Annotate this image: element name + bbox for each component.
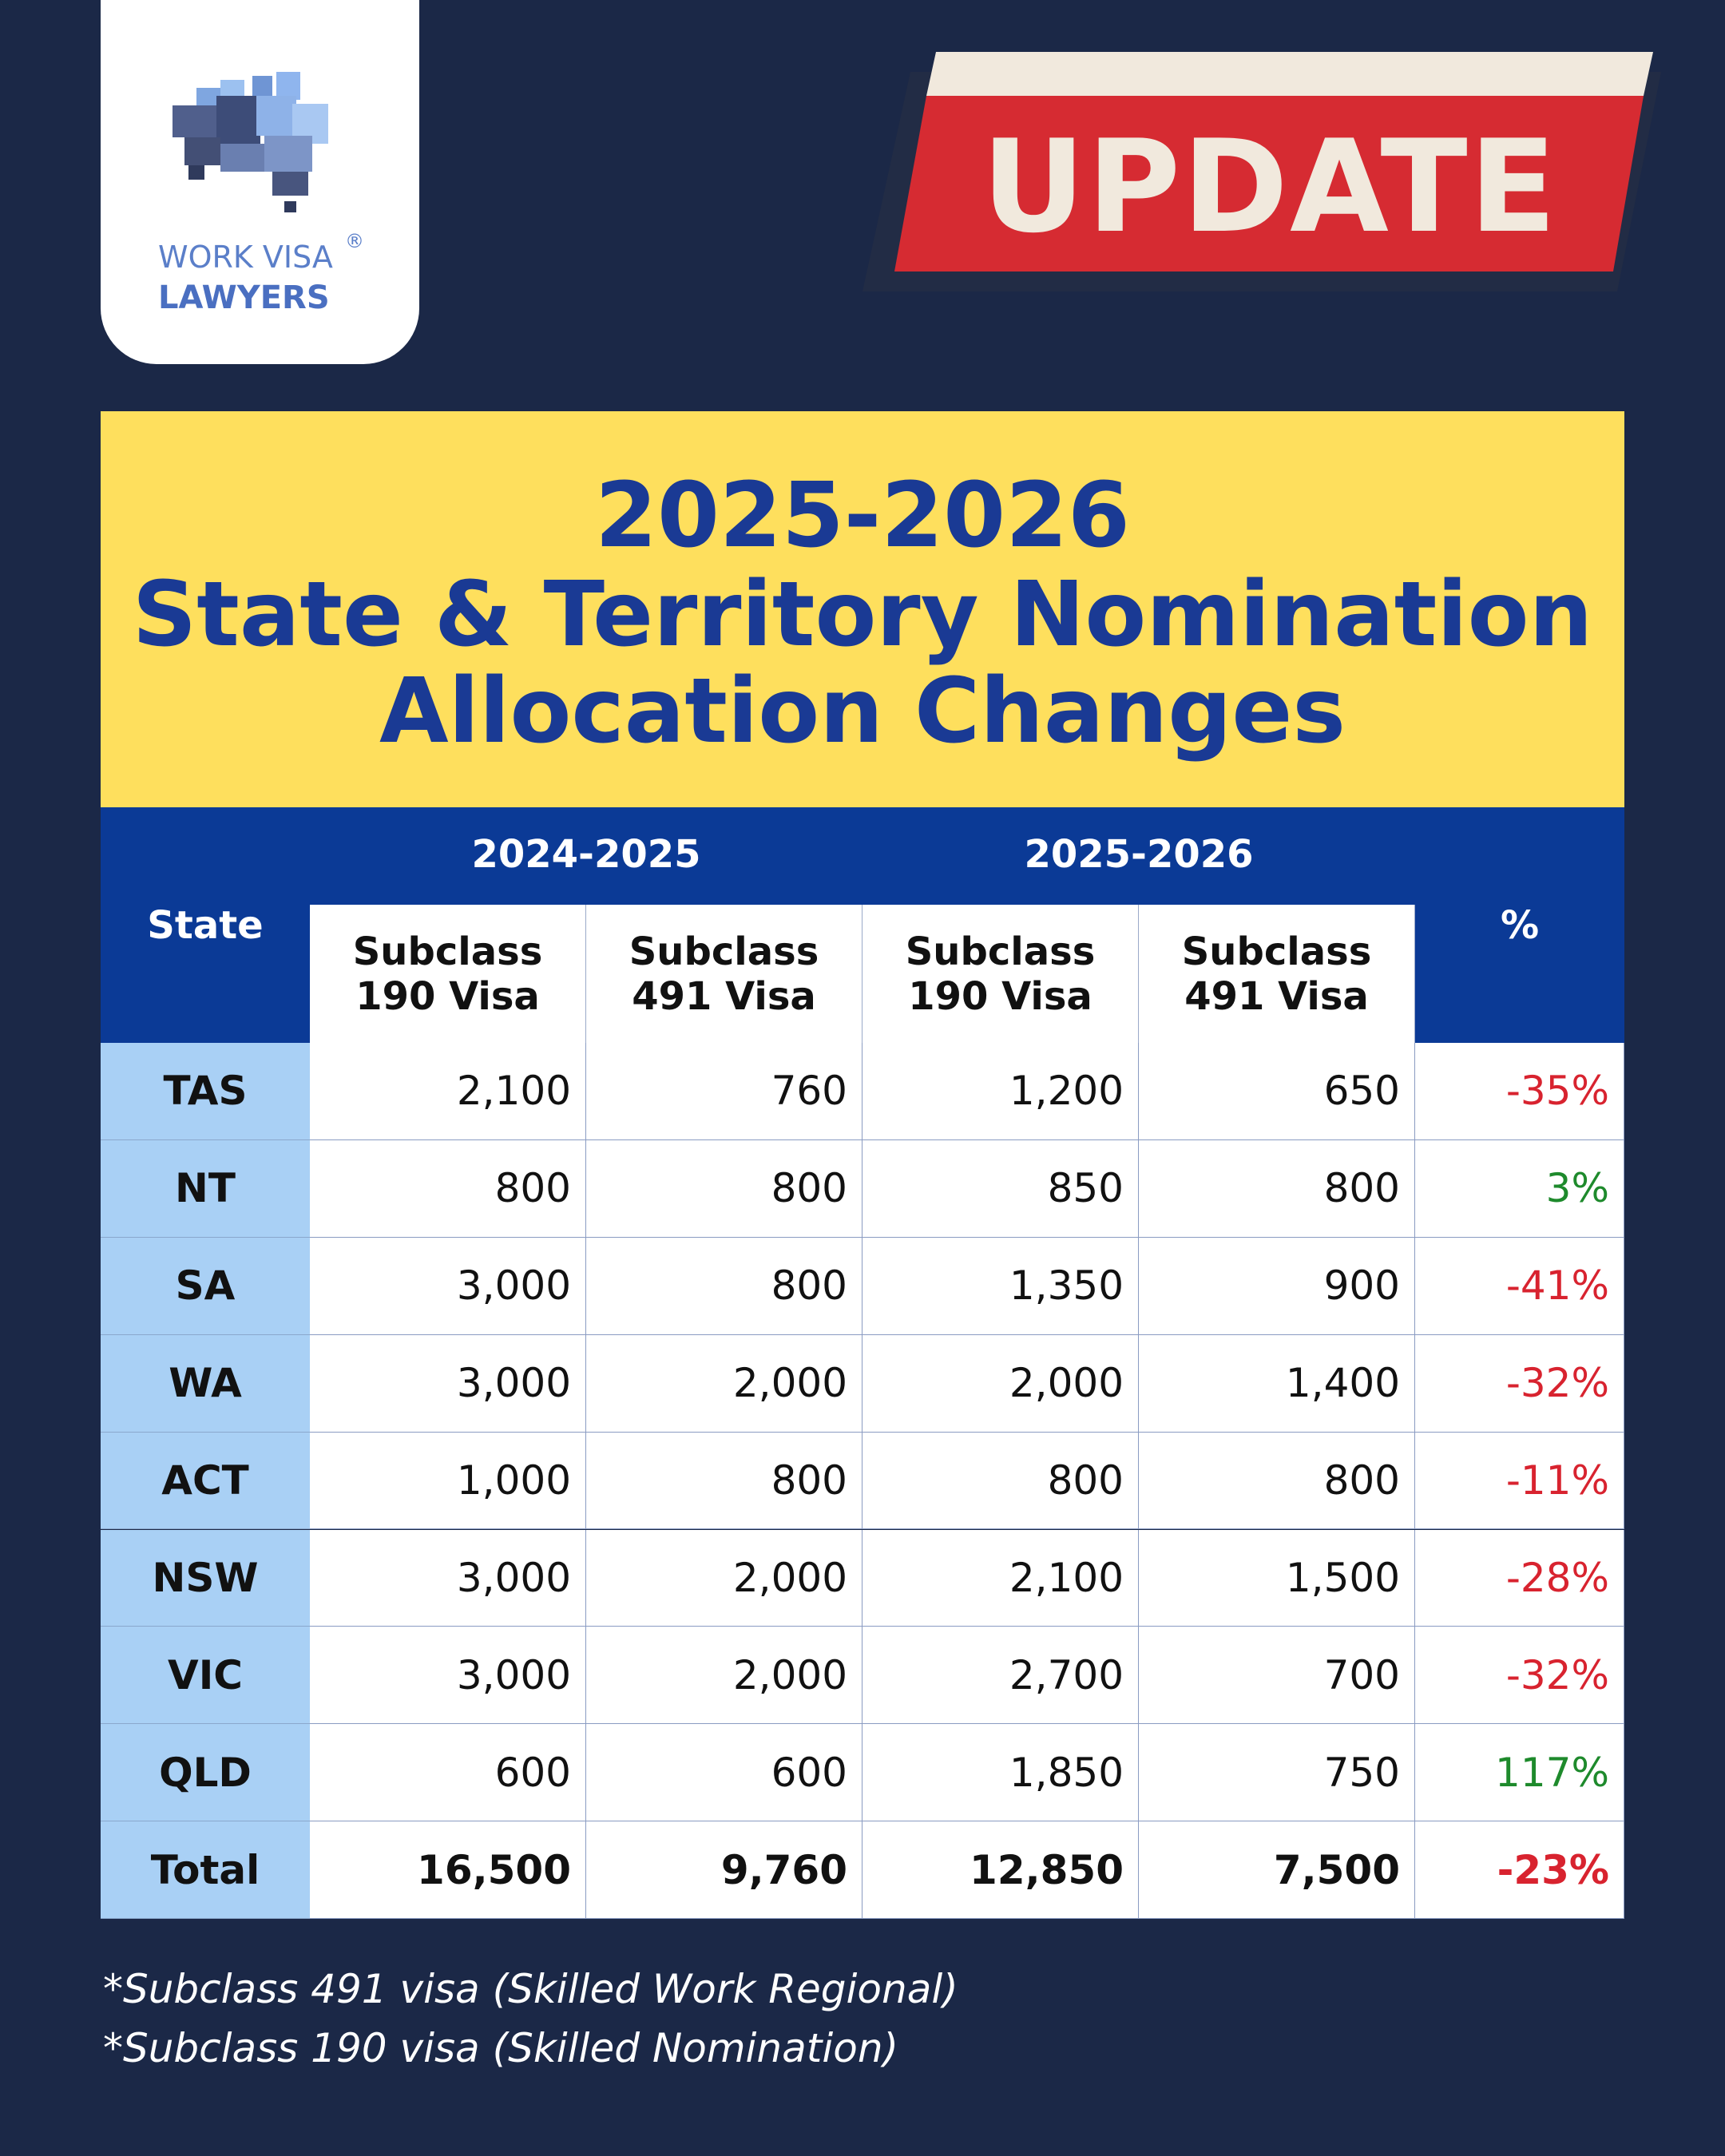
- header-column: Subclass 190 Visa: [862, 905, 1139, 1043]
- value-cell: 1,350: [862, 1237, 1139, 1335]
- header-pct: %: [1500, 902, 1540, 948]
- value-cell: 600: [310, 1724, 586, 1822]
- value-cell: 900: [1139, 1237, 1415, 1335]
- value-cell: 750: [1139, 1724, 1415, 1822]
- header-column: Subclass 491 Visa: [1139, 905, 1415, 1043]
- value-cell: 12,850: [862, 1821, 1139, 1920]
- title: 2025-2026: [595, 464, 1130, 568]
- value-cell: 7,500: [1139, 1821, 1415, 1920]
- value-cell: 2,000: [862, 1334, 1139, 1433]
- title: Allocation Changes: [379, 660, 1346, 763]
- value-cell: 3,000: [310, 1529, 586, 1627]
- header-column: Subclass 491 Visa: [586, 905, 862, 1043]
- logo-card: [101, 0, 419, 364]
- value-cell: 16,500: [310, 1821, 586, 1920]
- value-cell: 800: [862, 1432, 1139, 1530]
- badge-text: UPDATE: [981, 112, 1558, 261]
- pct-cell: -41%: [1415, 1237, 1624, 1335]
- value-cell: 3,000: [310, 1334, 586, 1433]
- logo-text: WORK VISA: [158, 240, 333, 275]
- value-cell: 1,850: [862, 1724, 1139, 1822]
- header-group: 2024-2025: [471, 832, 701, 877]
- header-state: State: [147, 902, 264, 948]
- pct-cell: -23%: [1415, 1821, 1624, 1920]
- value-cell: 800: [586, 1237, 862, 1335]
- value-cell: 850: [862, 1139, 1139, 1238]
- value-cell: 1,500: [1139, 1529, 1415, 1627]
- value-cell: 2,100: [862, 1529, 1139, 1627]
- pct-cell: -32%: [1415, 1627, 1624, 1725]
- value-cell: 600: [586, 1724, 862, 1822]
- value-cell: 1,000: [310, 1432, 586, 1530]
- header-line: Subclass: [352, 929, 543, 974]
- state-cell: WA: [101, 1334, 310, 1433]
- header-line: 190 Visa: [355, 973, 540, 1019]
- value-cell: 2,000: [586, 1529, 862, 1627]
- pct-cell: -11%: [1415, 1432, 1624, 1530]
- state-cell: NSW: [101, 1529, 310, 1627]
- header-column: Subclass 190 Visa: [310, 905, 586, 1043]
- footnote: *Subclass 190 visa (Skilled Nomination): [103, 2025, 899, 2071]
- value-cell: 1,400: [1139, 1334, 1415, 1433]
- header-line: 190 Visa: [908, 973, 1092, 1019]
- value-cell: 800: [586, 1432, 862, 1530]
- value-cell: 650: [1139, 1043, 1415, 1140]
- state-cell: VIC: [101, 1627, 310, 1725]
- title: State & Territory Nomination: [132, 563, 1593, 667]
- badge: [862, 52, 1661, 291]
- logo-text: LAWYERS: [158, 279, 330, 316]
- value-cell: 3,000: [310, 1237, 586, 1335]
- value-cell: 2,000: [586, 1627, 862, 1725]
- state-cell: SA: [101, 1237, 310, 1335]
- header-line: 491 Visa: [632, 973, 816, 1019]
- value-cell: 2,700: [862, 1627, 1139, 1725]
- value-cell: 1,200: [862, 1043, 1139, 1140]
- value-cell: 9,760: [586, 1821, 862, 1920]
- state-cell: Total: [101, 1821, 310, 1920]
- state-cell: NT: [101, 1139, 310, 1238]
- header-line: Subclass: [629, 929, 819, 974]
- title-box: [101, 411, 1624, 807]
- state-cell: ACT: [101, 1432, 310, 1530]
- value-cell: 800: [1139, 1432, 1415, 1530]
- value-cell: 2,000: [586, 1334, 862, 1433]
- footnote: *Subclass 491 visa (Skilled Work Regiona…: [103, 1966, 958, 2012]
- value-cell: 760: [586, 1043, 862, 1140]
- logo-mark: ®: [345, 230, 364, 252]
- pct-cell: -32%: [1415, 1334, 1624, 1433]
- pct-cell: 3%: [1415, 1139, 1624, 1238]
- value-cell: 800: [310, 1139, 586, 1238]
- pct-cell: -28%: [1415, 1529, 1624, 1627]
- header-line: 491 Visa: [1184, 973, 1369, 1019]
- logo-map: [172, 72, 328, 212]
- state-cell: TAS: [101, 1043, 310, 1140]
- pct-cell: 117%: [1415, 1724, 1624, 1822]
- value-cell: 700: [1139, 1627, 1415, 1725]
- value-cell: 800: [1139, 1139, 1415, 1238]
- value-cell: 800: [586, 1139, 862, 1238]
- header-line: Subclass: [1181, 929, 1372, 974]
- header-group: 2025-2026: [1024, 832, 1254, 877]
- pct-cell: -35%: [1415, 1043, 1624, 1140]
- value-cell: 2,100: [310, 1043, 586, 1140]
- state-cell: QLD: [101, 1724, 310, 1822]
- value-cell: 3,000: [310, 1627, 586, 1725]
- header-line: Subclass: [905, 929, 1096, 974]
